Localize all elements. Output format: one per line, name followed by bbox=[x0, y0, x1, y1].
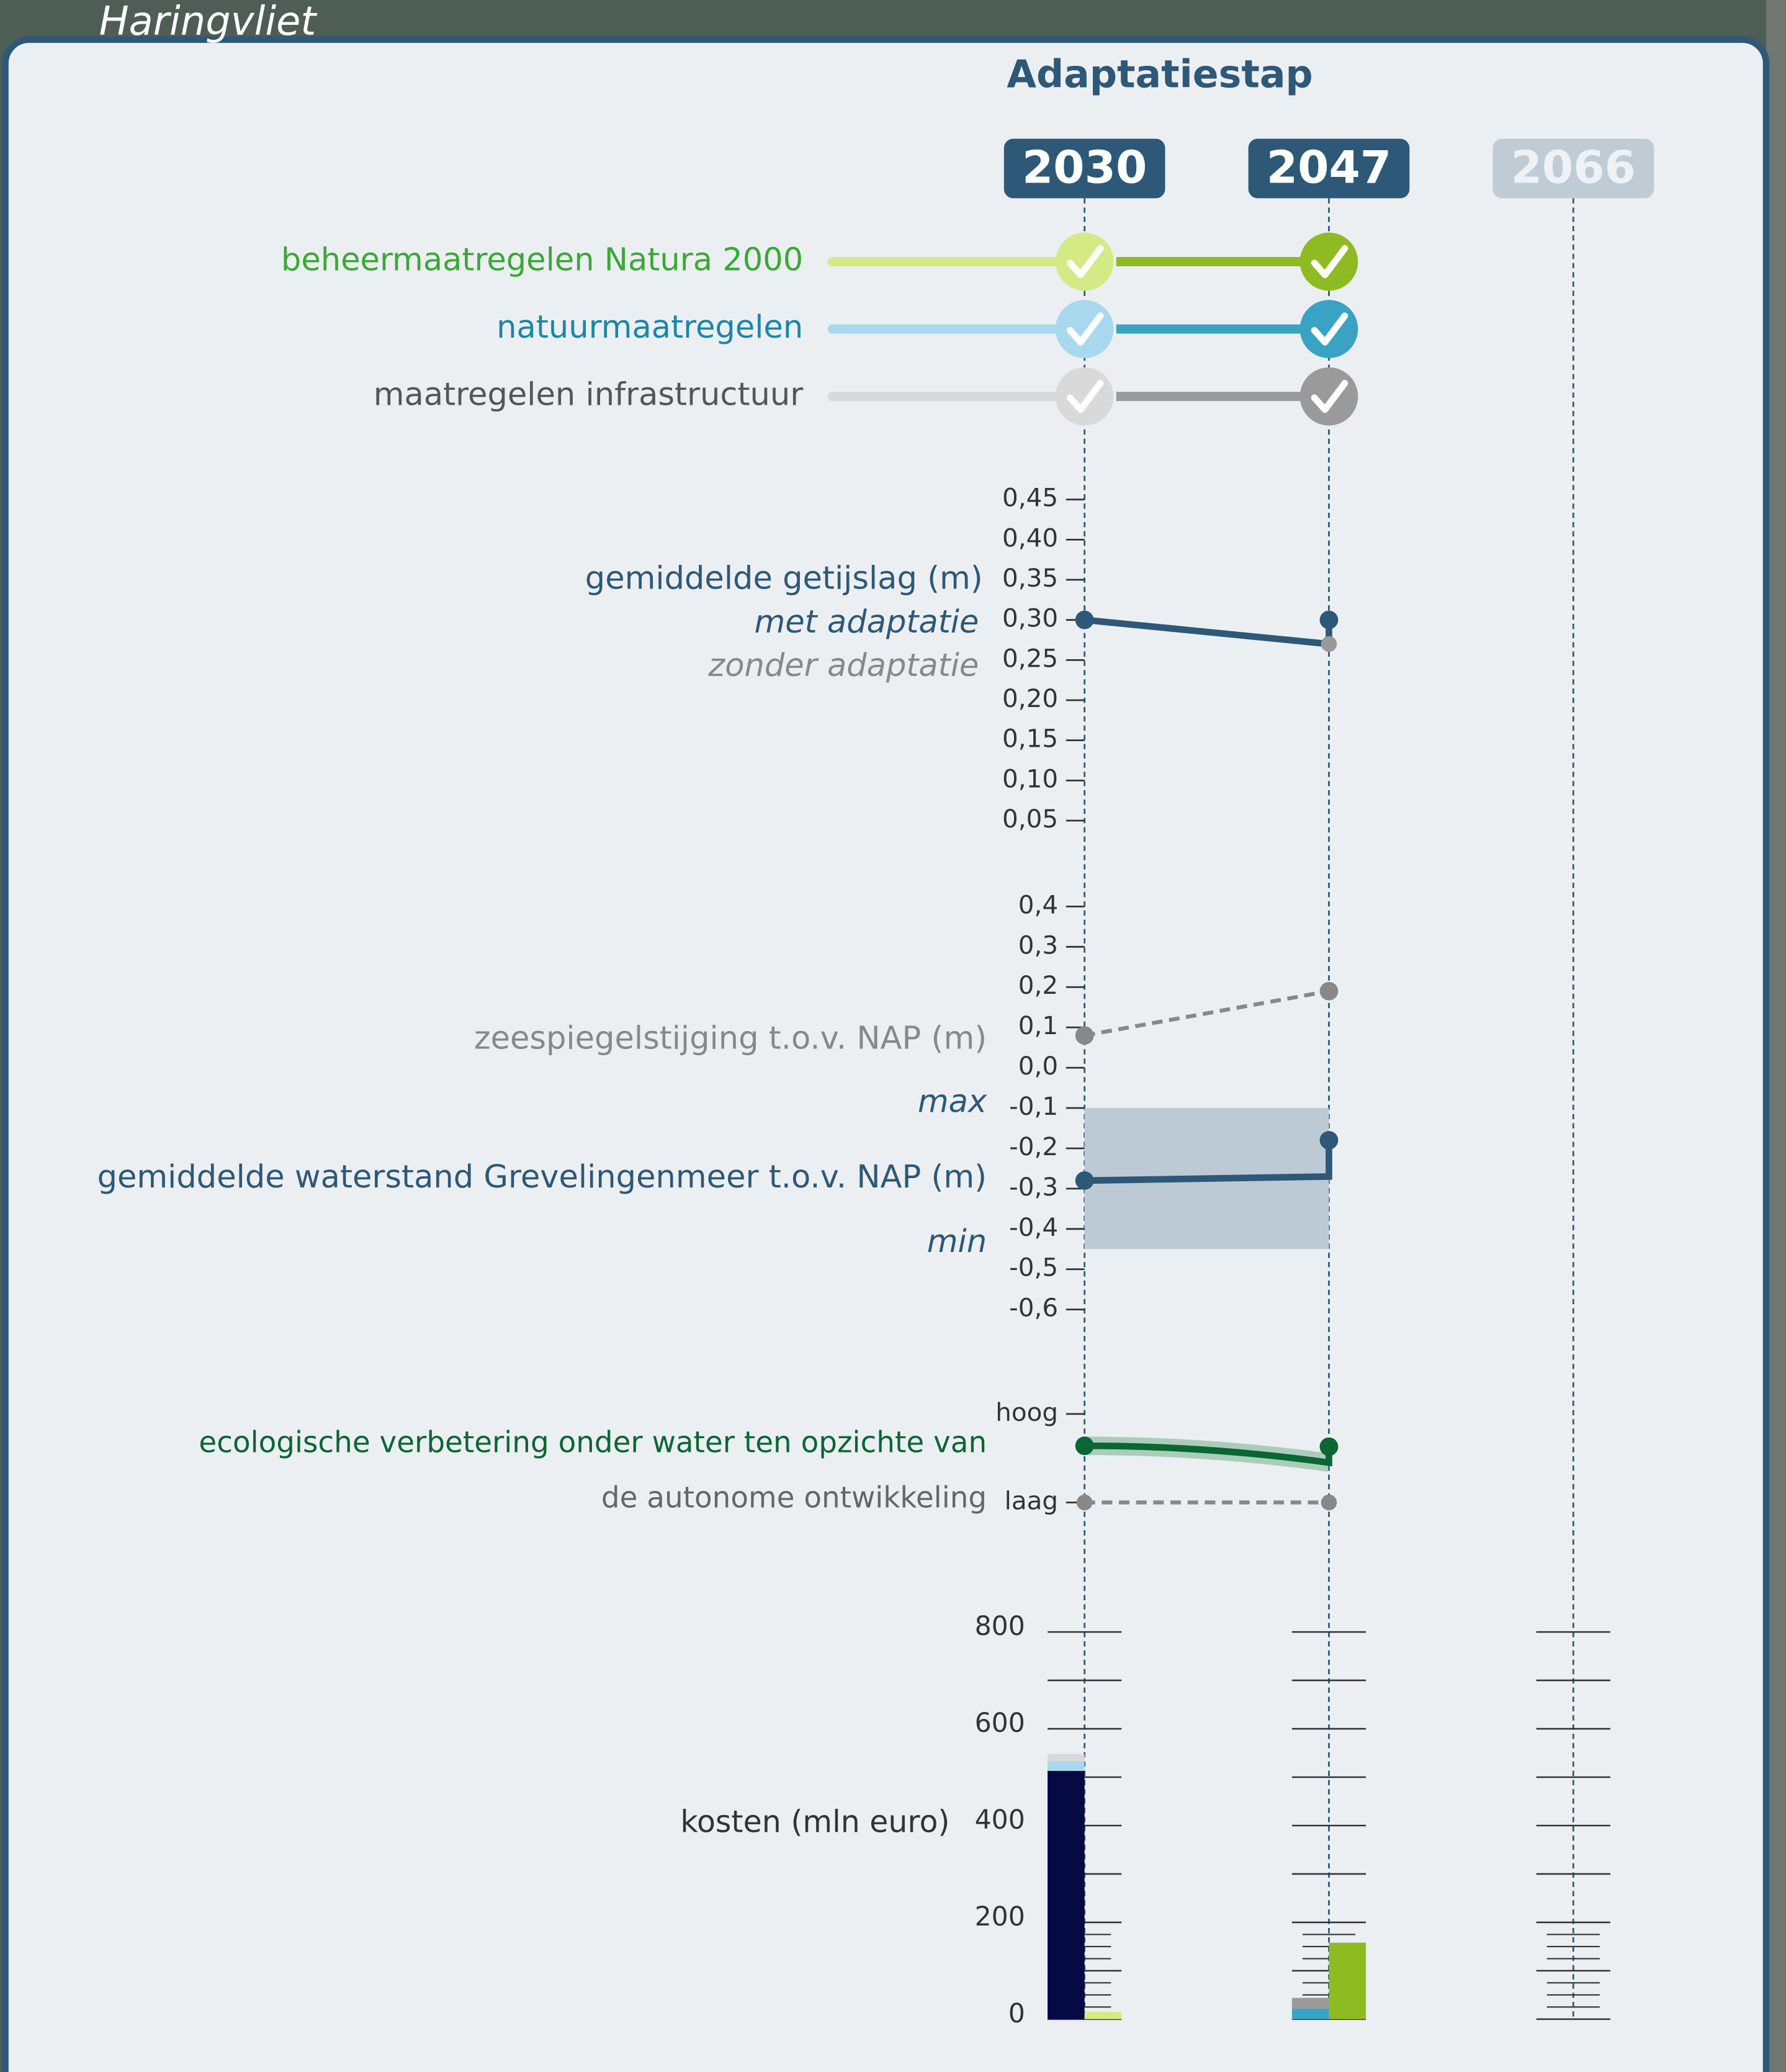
map-label: Haringvliet bbox=[99, 0, 318, 45]
cost-bar bbox=[1329, 1942, 1366, 2019]
sea-point bbox=[1319, 981, 1339, 1001]
measure-label: maatregelen infrastructuur bbox=[374, 377, 803, 413]
panel bbox=[2, 36, 1770, 2072]
check-icon bbox=[1066, 312, 1104, 346]
lake-line bbox=[1084, 1140, 1332, 1184]
tick-label: 0,3 bbox=[1018, 930, 1058, 960]
tide-point bbox=[1319, 610, 1339, 629]
autonomous-point bbox=[1321, 1494, 1337, 1511]
tick-label: 0,4 bbox=[1018, 890, 1058, 919]
tick-label: 0,35 bbox=[1002, 563, 1058, 593]
measure-check-circle bbox=[1055, 232, 1114, 291]
sea-line bbox=[1084, 989, 1330, 1038]
tick-label: -0,6 bbox=[1009, 1293, 1058, 1323]
label: zeespiegelstijging t.o.v. NAP (m) bbox=[474, 1020, 987, 1056]
tide-point-without bbox=[1321, 636, 1337, 652]
lake-point bbox=[1319, 1131, 1339, 1150]
tick-label: -0,4 bbox=[1009, 1212, 1058, 1242]
tick-label: -0,1 bbox=[1009, 1091, 1058, 1121]
label: met adaptatie bbox=[755, 604, 979, 641]
cost-bar-segment bbox=[1048, 1770, 1085, 2019]
year-label: 2066 bbox=[1511, 142, 1636, 194]
cost-bar-segment bbox=[1048, 1761, 1085, 1771]
tick-label: 0,0 bbox=[1018, 1051, 1058, 1081]
label: gemiddelde waterstand Grevelingenmeer t.… bbox=[97, 1159, 987, 1196]
tick-label: 0,45 bbox=[1002, 483, 1058, 513]
tick-label: 0,10 bbox=[1002, 763, 1058, 793]
tide-point bbox=[1075, 610, 1094, 629]
tick-label: 400 bbox=[975, 1804, 1025, 1836]
cost-bar-segment bbox=[1048, 1754, 1085, 1762]
cost-bar bbox=[1084, 2012, 1122, 2019]
tick-label: 0,15 bbox=[1002, 724, 1058, 754]
check-icon bbox=[1311, 380, 1348, 413]
label: de autonome ontwikkeling bbox=[601, 1482, 987, 1515]
year-badge bbox=[1003, 138, 1165, 199]
label: max bbox=[918, 1084, 987, 1120]
year-label: 2030 bbox=[1022, 142, 1147, 194]
autonomous-point bbox=[1076, 1494, 1093, 1511]
measure-label: beheermaatregelen Natura 2000 bbox=[281, 242, 803, 279]
tick-label: 0,1 bbox=[1018, 1011, 1058, 1040]
tick-label: 0,30 bbox=[1002, 603, 1058, 633]
tick-label: laag bbox=[1005, 1485, 1058, 1515]
label: zonder adaptatie bbox=[707, 647, 979, 684]
tick-label: 800 bbox=[975, 1611, 1025, 1642]
measure-check-circle bbox=[1299, 300, 1358, 358]
cost-bar-segment bbox=[1291, 2008, 1329, 2019]
tick-label: -0,3 bbox=[1009, 1172, 1058, 1202]
check-icon bbox=[1311, 245, 1348, 279]
label: kosten (mln euro) bbox=[680, 1804, 949, 1839]
measure-check-circle bbox=[1055, 300, 1114, 358]
tick-label: 0 bbox=[1008, 1998, 1025, 2029]
title: Adaptatiestap bbox=[1007, 52, 1313, 97]
tick-label: 0,2 bbox=[1018, 970, 1058, 1000]
tick-label: hoog bbox=[995, 1397, 1058, 1427]
measure-check-circle bbox=[1299, 367, 1358, 426]
eco-line bbox=[1084, 1442, 1332, 1467]
measure-check-circle bbox=[1299, 232, 1358, 291]
tick-label: 600 bbox=[975, 1708, 1025, 1739]
label: gemiddelde getijslag (m) bbox=[585, 561, 983, 597]
label: ecologische verbetering onder water ten … bbox=[199, 1426, 987, 1459]
check-icon bbox=[1311, 312, 1348, 346]
year-badge bbox=[1248, 138, 1410, 199]
tick-label: 0,25 bbox=[1002, 643, 1058, 673]
tick-label: 0,40 bbox=[1002, 523, 1058, 552]
tick-label: -0,2 bbox=[1009, 1132, 1058, 1161]
tick-label: 0,20 bbox=[1002, 683, 1058, 713]
check-icon bbox=[1066, 245, 1104, 279]
measure-label: natuurmaatregelen bbox=[496, 309, 803, 346]
eco-point bbox=[1319, 1437, 1339, 1456]
check-icon bbox=[1066, 380, 1104, 413]
sea-point bbox=[1075, 1026, 1094, 1045]
tick-label: -0,5 bbox=[1009, 1253, 1058, 1282]
year-badge bbox=[1492, 138, 1654, 199]
tick-label: 0,05 bbox=[1002, 804, 1058, 834]
measure-check-circle bbox=[1055, 367, 1114, 426]
tick-label: 200 bbox=[975, 1901, 1025, 1932]
cost-bar-segment bbox=[1291, 1998, 1329, 2009]
lake-point bbox=[1075, 1171, 1094, 1190]
eco-point bbox=[1075, 1436, 1094, 1456]
label: min bbox=[927, 1223, 987, 1260]
year-label: 2047 bbox=[1267, 142, 1391, 194]
